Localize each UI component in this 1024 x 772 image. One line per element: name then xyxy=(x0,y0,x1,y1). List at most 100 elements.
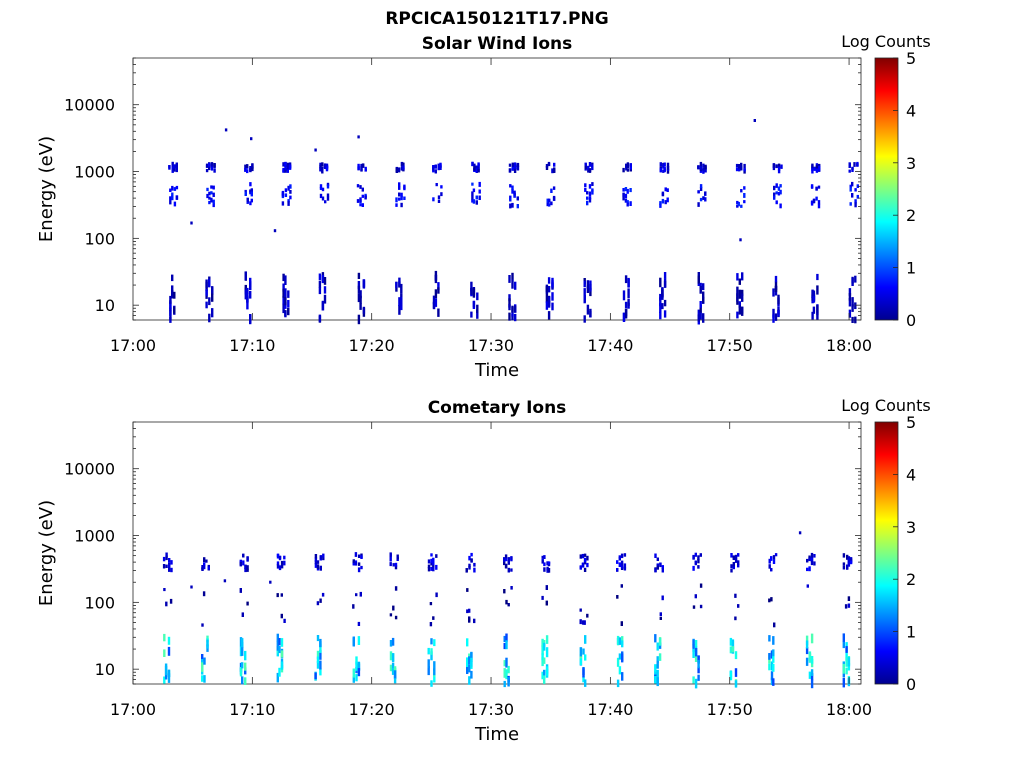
heatmap-cell xyxy=(395,203,398,207)
heatmap-cell xyxy=(434,164,437,169)
heatmap-cell xyxy=(772,654,775,663)
heatmap-cell xyxy=(246,169,249,174)
heatmap-cell xyxy=(434,289,438,299)
heatmap-cell xyxy=(205,169,209,173)
heatmap-cell xyxy=(437,164,440,169)
heatmap-cell xyxy=(249,291,252,299)
heatmap-cell xyxy=(699,186,703,191)
heatmap-cell xyxy=(772,163,776,169)
heatmap-cell xyxy=(510,586,513,590)
heatmap-cell xyxy=(212,185,215,190)
heatmap-cell xyxy=(622,167,625,173)
heatmap-cell xyxy=(743,163,746,169)
heatmap-cell xyxy=(508,294,511,302)
heatmap-cell xyxy=(551,277,554,288)
heatmap-cell xyxy=(432,565,435,569)
heatmap-cell xyxy=(547,311,551,320)
heatmap-cell xyxy=(508,303,511,311)
heatmap-cell xyxy=(359,303,362,310)
heatmap-cell xyxy=(288,166,292,170)
heatmap-cell xyxy=(511,162,514,168)
heatmap-cell xyxy=(437,287,440,294)
heatmap-cell xyxy=(361,163,365,168)
heatmap-cell xyxy=(845,646,848,653)
heatmap-cell xyxy=(743,168,746,172)
heatmap-cell xyxy=(391,662,395,672)
heatmap-cell xyxy=(168,165,171,170)
heatmap-cell xyxy=(773,195,776,200)
heatmap-cell xyxy=(284,297,287,306)
heatmap-cell xyxy=(666,166,670,170)
heatmap-cell xyxy=(246,556,249,561)
heatmap-cell xyxy=(731,639,735,648)
heatmap-cell xyxy=(173,164,176,169)
heatmap-cell xyxy=(551,302,554,311)
heatmap-cell xyxy=(326,184,330,189)
heatmap-cell xyxy=(579,554,582,559)
heatmap-cell xyxy=(621,672,624,681)
heatmap-cell xyxy=(545,164,549,168)
heatmap-cell xyxy=(741,289,744,296)
heatmap-cell xyxy=(241,662,244,669)
heatmap-cell xyxy=(621,640,624,648)
heatmap-cell xyxy=(249,314,252,324)
heatmap-cell xyxy=(207,566,210,570)
heatmap-cell xyxy=(626,163,630,169)
heatmap-cell xyxy=(626,202,629,207)
heatmap-cell xyxy=(393,670,397,679)
heatmap-cell xyxy=(319,555,322,560)
heatmap-cell xyxy=(753,119,756,122)
heatmap-cell xyxy=(175,162,178,168)
heatmap-cell xyxy=(319,649,322,660)
heatmap-cell xyxy=(476,292,479,301)
x-tick-label: 17:10 xyxy=(229,700,275,719)
heatmap-cell xyxy=(213,163,216,168)
heatmap-cell xyxy=(400,192,403,198)
heatmap-cell xyxy=(704,197,707,202)
heatmap-cell xyxy=(470,657,473,667)
y-tick-label: 10000 xyxy=(64,96,115,115)
heatmap-cell xyxy=(466,588,469,592)
heatmap-cell xyxy=(699,301,702,308)
heatmap-cell xyxy=(430,680,433,687)
heatmap-cell xyxy=(618,653,622,660)
heatmap-cell xyxy=(433,661,436,671)
heatmap-cell xyxy=(770,671,774,681)
heatmap-cell xyxy=(171,164,174,169)
heatmap-cell xyxy=(205,279,208,288)
heatmap-cell xyxy=(398,182,401,188)
heatmap-cell xyxy=(208,297,211,306)
heatmap-cell xyxy=(171,195,174,201)
heatmap-cell xyxy=(284,166,287,170)
heatmap-cell xyxy=(815,165,819,170)
heatmap-cell xyxy=(434,298,438,307)
heatmap-cell xyxy=(355,593,358,597)
heatmap-cell xyxy=(357,554,361,558)
heatmap-cell xyxy=(618,557,621,561)
heatmap-cell xyxy=(627,277,630,288)
heatmap-cell xyxy=(432,561,435,566)
heatmap-cell xyxy=(779,184,782,188)
heatmap-cell xyxy=(244,677,247,685)
heatmap-cell xyxy=(510,556,513,560)
x-tick-label: 17:50 xyxy=(707,700,753,719)
heatmap-cell xyxy=(586,191,589,195)
heatmap-cell xyxy=(697,314,700,322)
heatmap-cell xyxy=(854,275,857,283)
heatmap-cell xyxy=(319,164,322,169)
heatmap-cell xyxy=(359,591,362,597)
heatmap-cell xyxy=(211,293,214,302)
heatmap-cell xyxy=(508,298,511,308)
heatmap-cell xyxy=(289,190,292,194)
heatmap-cell xyxy=(513,190,516,196)
heatmap-cell xyxy=(583,294,586,303)
heatmap-cell xyxy=(359,185,362,189)
heatmap-cell xyxy=(854,199,857,204)
heatmap-cell xyxy=(402,165,405,170)
heatmap-cell xyxy=(324,200,327,204)
heatmap-cell xyxy=(694,640,698,647)
heatmap-cell xyxy=(740,204,743,208)
heatmap-cell xyxy=(468,566,471,570)
heatmap-cell xyxy=(846,554,849,560)
heatmap-cell xyxy=(355,656,358,665)
